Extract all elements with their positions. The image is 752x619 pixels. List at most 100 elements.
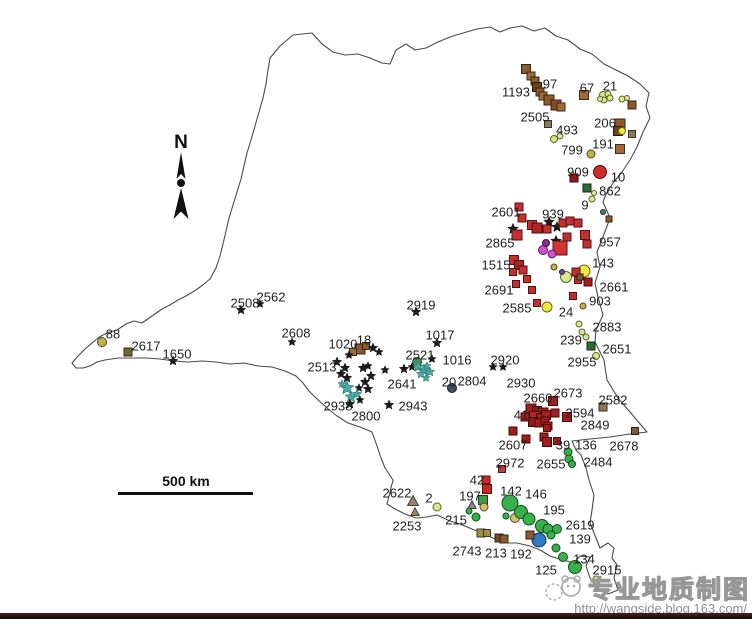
map-marker-square (582, 239, 592, 249)
point-label: 2955 (568, 355, 597, 370)
watermark-url: http://wangside.blog.163.com/ (574, 601, 747, 616)
scale-bar: 500 km (118, 473, 253, 495)
point-label: 2691 (485, 283, 514, 298)
map-marker-circle (501, 494, 519, 512)
point-label: 2678 (610, 439, 639, 454)
point-label: 862 (599, 184, 621, 199)
point-label: 2673 (554, 386, 583, 401)
map-marker-circle (552, 524, 562, 534)
map-marker-triangle (466, 499, 478, 509)
map-marker-star (427, 354, 437, 364)
point-label: 2508 (231, 296, 260, 311)
map-marker-circle (551, 543, 561, 553)
map-marker-square (533, 299, 541, 307)
map-marker-square (579, 90, 589, 100)
map-marker-square (521, 434, 531, 444)
compass-north-label: N (174, 132, 188, 153)
point-label: 2484 (584, 455, 613, 470)
point-label: 493 (556, 123, 578, 138)
point-label: 2513 (308, 360, 337, 375)
scale-bar-line (118, 492, 253, 495)
point-label: 195 (543, 503, 565, 518)
map-marker-square (362, 342, 370, 350)
map-marker-square (542, 437, 552, 447)
point-label: 2865 (486, 236, 515, 251)
point-label: 2617 (132, 339, 161, 354)
map-marker-circle (586, 149, 596, 159)
map-marker-circle (588, 195, 596, 203)
map-marker-star (421, 373, 431, 383)
compass-rose: N (173, 132, 189, 219)
point-label: 2641 (388, 377, 417, 392)
point-label: 1193 (502, 85, 530, 100)
map-marker-star (331, 356, 343, 367)
map-marker-square (511, 229, 523, 241)
compass-center-dot-icon (177, 179, 185, 187)
map-marker-square (582, 183, 592, 193)
compass-needle-lower-icon (173, 188, 189, 219)
point-label: 1016 (443, 353, 472, 368)
point-label: 42 (470, 473, 484, 488)
map-marker-square (627, 100, 637, 110)
map-marker-circle (550, 263, 558, 271)
point-label: 9 (581, 198, 588, 213)
map-marker-star (167, 355, 179, 366)
map-marker-square (543, 424, 551, 432)
point-label: 41 (514, 408, 528, 423)
point-label: 2972 (496, 456, 525, 471)
map-marker-circle (593, 165, 607, 179)
compass-needle-upper-icon (176, 152, 186, 179)
map-marker-star (354, 383, 364, 393)
map-marker-circle (592, 352, 600, 360)
map-marker-square (605, 215, 613, 223)
point-label: 2743 (453, 544, 482, 559)
point-label: 24 (559, 305, 573, 320)
map-marker-circle (447, 383, 457, 393)
map-marker-circle (471, 512, 481, 522)
map-marker-square (573, 218, 583, 228)
map-marker-square (520, 412, 530, 422)
point-label: 2608 (282, 326, 311, 341)
map-marker-circle (591, 190, 597, 196)
map-marker-star (335, 368, 347, 379)
map-marker-star (339, 362, 351, 373)
point-label: 197 (459, 489, 481, 504)
point-label: 2938 (324, 399, 353, 414)
point-label: 2505 (521, 110, 550, 125)
map-marker-star (344, 398, 356, 409)
point-label: 2 (425, 491, 432, 506)
map-marker-star (398, 363, 410, 374)
map-marker-square (576, 273, 584, 281)
point-label: 239 (560, 333, 582, 348)
map-marker-circle (502, 512, 510, 520)
map-marker-square (569, 292, 577, 300)
point-label: 2915 (593, 563, 622, 578)
map-marker-star (488, 362, 498, 372)
point-label: 1020 (329, 337, 358, 352)
map-marker-square (508, 426, 518, 436)
map-marker-square (512, 280, 520, 288)
map-marker-circle (556, 132, 564, 140)
point-label: 903 (589, 294, 611, 309)
map-marker-circle (541, 301, 553, 313)
map-marker-square (518, 265, 528, 275)
map-marker-square (499, 534, 509, 544)
map-marker-star (355, 395, 365, 405)
point-label: 2661 (600, 280, 629, 295)
map-marker-star (365, 370, 377, 381)
point-label: 134 (573, 552, 595, 567)
map-marker-square (123, 347, 133, 357)
map-marker-star (344, 350, 354, 360)
map-marker-square (553, 437, 561, 445)
map-marker-star (383, 399, 395, 410)
map-marker-square (580, 230, 590, 240)
map-marker-square (562, 412, 572, 422)
point-label: 206 (594, 116, 616, 131)
map-marker-square (631, 427, 639, 435)
map-marker-square (556, 102, 566, 112)
point-label: 139 (569, 532, 591, 547)
point-label: 146 (525, 487, 547, 502)
map-marker-circle (618, 127, 626, 135)
point-label: 125 (535, 563, 557, 578)
